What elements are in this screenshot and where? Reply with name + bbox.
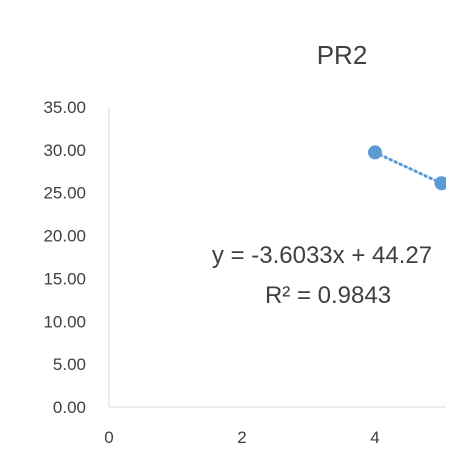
chart-title: PR2 — [317, 40, 368, 70]
y-axis: 0.00 5.00 10.00 15.00 20.00 25.00 30.00 35.00 — [43, 98, 110, 417]
y-tick-label: 35.00 — [43, 98, 86, 117]
y-tick-label: 25.00 — [43, 184, 86, 203]
x-tick-label: 4 — [370, 428, 379, 447]
x-axis: 0 2 4 — [104, 406, 446, 447]
data-point — [368, 145, 382, 160]
trendline — [373, 150, 443, 185]
x-tick-label: 0 — [104, 428, 113, 447]
y-tick-label: 20.00 — [43, 227, 86, 246]
y-tick-label: 15.00 — [43, 269, 86, 288]
trendline-equation: y = -3.6033x + 44.27 — [212, 242, 432, 269]
y-tick-label: 0.00 — [53, 398, 86, 417]
y-tick-label: 5.00 — [53, 355, 86, 374]
y-tick-label: 30.00 — [43, 141, 86, 160]
data-points — [368, 145, 446, 191]
x-tick-label: 2 — [237, 428, 246, 447]
trendline-r-squared: R² = 0.9843 — [265, 282, 391, 309]
data-point — [434, 176, 446, 191]
y-tick-label: 10.00 — [43, 312, 86, 331]
trendline-layer — [373, 150, 443, 185]
